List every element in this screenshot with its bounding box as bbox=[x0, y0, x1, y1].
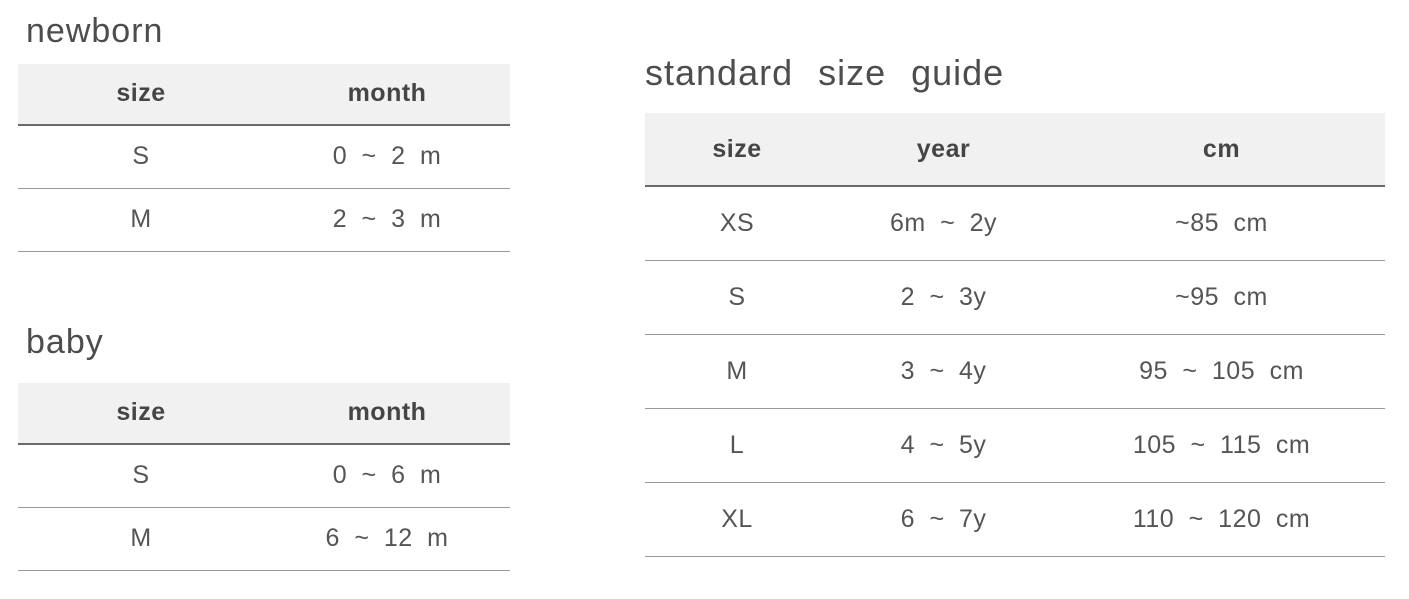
column-header-cm: cm bbox=[1058, 113, 1385, 188]
year-cell: 2 ~ 3y bbox=[829, 260, 1058, 336]
cm-cell: ~95 cm bbox=[1058, 260, 1385, 336]
newborn-size-table: size month S 0 ~ 2 m M 2 ~ 3 m bbox=[18, 63, 510, 252]
table-row: XS 6m ~ 2y ~85 cm bbox=[645, 186, 1385, 262]
size-cell: XS bbox=[645, 186, 829, 262]
newborn-size-section: newborn size month S 0 ~ 2 m M 2 ~ 3 m bbox=[18, 11, 510, 252]
column-header-year: year bbox=[829, 113, 1058, 188]
year-cell: 3 ~ 4y bbox=[829, 334, 1058, 410]
year-cell: 6m ~ 2y bbox=[829, 186, 1058, 262]
table-header-row: size year cm bbox=[645, 113, 1385, 188]
column-header-size: size bbox=[18, 382, 264, 445]
month-cell: 0 ~ 2 m bbox=[264, 124, 510, 189]
size-cell: M bbox=[18, 507, 264, 571]
cm-cell: ~85 cm bbox=[1058, 186, 1385, 262]
table-row: M 2 ~ 3 m bbox=[18, 188, 510, 252]
cm-cell: 110 ~ 120 cm bbox=[1058, 482, 1385, 558]
column-header-month: month bbox=[264, 382, 510, 445]
standard-size-guide-section: standard size guide size year cm XS 6m ~… bbox=[645, 51, 1385, 558]
standard-section-title: standard size guide bbox=[645, 52, 1005, 93]
size-cell: L bbox=[645, 408, 829, 484]
year-cell: 6 ~ 7y bbox=[829, 482, 1058, 558]
baby-size-table: size month S 0 ~ 6 m M 6 ~ 12 m bbox=[18, 382, 510, 571]
month-cell: 2 ~ 3 m bbox=[264, 188, 510, 252]
table-row: L 4 ~ 5y 105 ~ 115 cm bbox=[645, 408, 1385, 484]
size-cell: S bbox=[18, 124, 264, 189]
month-cell: 6 ~ 12 m bbox=[264, 507, 510, 571]
size-cell: M bbox=[18, 188, 264, 252]
column-header-size: size bbox=[645, 113, 829, 188]
month-cell: 0 ~ 6 m bbox=[264, 443, 510, 508]
column-header-month: month bbox=[264, 63, 510, 126]
table-row: S 2 ~ 3y ~95 cm bbox=[645, 260, 1385, 336]
column-header-size: size bbox=[18, 63, 264, 126]
standard-size-table: size year cm XS 6m ~ 2y ~85 cm S 2 ~ 3y … bbox=[645, 113, 1385, 558]
size-cell: S bbox=[645, 260, 829, 336]
size-cell: M bbox=[645, 334, 829, 410]
table-row: M 6 ~ 12 m bbox=[18, 507, 510, 571]
year-cell: 4 ~ 5y bbox=[829, 408, 1058, 484]
baby-size-section: baby size month S 0 ~ 6 m M 6 ~ 12 m bbox=[18, 322, 510, 571]
cm-cell: 95 ~ 105 cm bbox=[1058, 334, 1385, 410]
size-cell: XL bbox=[645, 482, 829, 558]
size-cell: S bbox=[18, 443, 264, 508]
table-row: S 0 ~ 2 m bbox=[18, 124, 510, 189]
newborn-section-title: newborn bbox=[26, 12, 164, 50]
table-row: M 3 ~ 4y 95 ~ 105 cm bbox=[645, 334, 1385, 410]
table-row: XL 6 ~ 7y 110 ~ 120 cm bbox=[645, 482, 1385, 558]
table-row: S 0 ~ 6 m bbox=[18, 443, 510, 508]
table-header-row: size month bbox=[18, 382, 510, 445]
table-header-row: size month bbox=[18, 63, 510, 126]
baby-section-title: baby bbox=[26, 323, 104, 361]
cm-cell: 105 ~ 115 cm bbox=[1058, 408, 1385, 484]
